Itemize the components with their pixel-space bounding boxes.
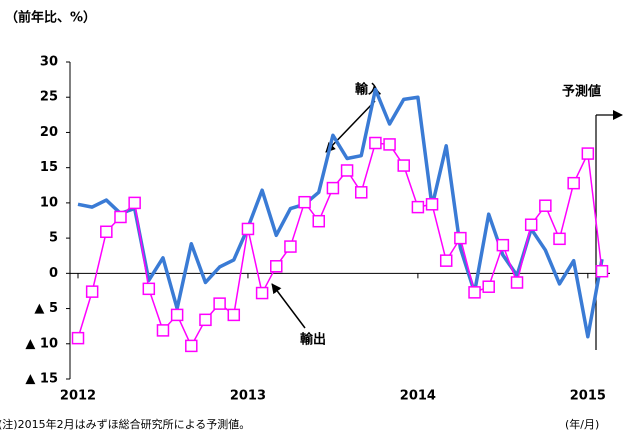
series-marker [510,276,524,289]
series-marker [397,159,410,172]
series-line [77,87,604,339]
series-marker [270,260,283,273]
series-marker [369,136,382,150]
x-tick-label: 2015 [570,389,606,404]
y-tick-label: ▲ 5 [34,301,58,316]
series-marker [411,200,425,214]
y-tick-label: 15 [40,160,58,175]
series-marker [482,280,495,293]
x-tick-label: 2012 [60,389,96,404]
export-arrow [271,283,306,329]
note: (注)2015年2月はみずほ総合研究所による予測値。 [0,417,250,431]
series-marker [468,286,481,299]
series-marker [567,176,580,190]
chart-title: （前年比、%） [5,10,96,26]
series-marker [213,297,226,310]
export-label: 輸出 [300,332,326,348]
y-tick-label: 30 [40,55,58,70]
series-marker [595,264,609,278]
series-marker [185,339,198,353]
y-tick-label: ▲ 15 [25,372,58,387]
y-tick-label: ▲ 10 [25,336,58,351]
series-marker [227,308,241,322]
series-marker [524,218,538,231]
series-marker [439,254,453,267]
series-marker [454,231,467,245]
y-tick-label: 0 [49,266,58,281]
series-marker [114,210,127,224]
series-marker [539,199,552,212]
series-marker [71,331,85,345]
x-tick-label: 2014 [400,389,436,404]
series-marker [85,285,99,298]
series-line [77,142,603,347]
x-tick-label: 2013 [230,389,266,404]
x-unit: (年/月) [565,417,599,431]
y-tick-label: 10 [40,195,58,210]
series-marker [142,282,156,296]
series-marker [156,324,170,337]
series-marker [312,214,326,228]
series-marker [425,198,439,211]
series-marker [354,186,368,199]
series-marker [100,225,113,239]
series-marker [255,286,269,300]
series-marker [170,308,184,322]
series-marker [581,147,595,160]
series-marker [340,164,354,177]
series-marker [298,195,311,209]
y-tick-label: 25 [40,90,58,105]
series-marker [128,196,141,210]
series-marker [241,222,255,236]
series-marker [383,138,396,151]
series-marker [496,238,510,252]
import-arrow [325,100,376,153]
series-marker [199,313,212,327]
forecast-label: 予測値 [562,84,601,100]
series-marker [284,240,297,253]
y-tick-label: 20 [40,125,58,140]
series-marker [326,181,340,195]
y-tick-label: 5 [49,231,58,246]
series-marker [553,232,566,246]
